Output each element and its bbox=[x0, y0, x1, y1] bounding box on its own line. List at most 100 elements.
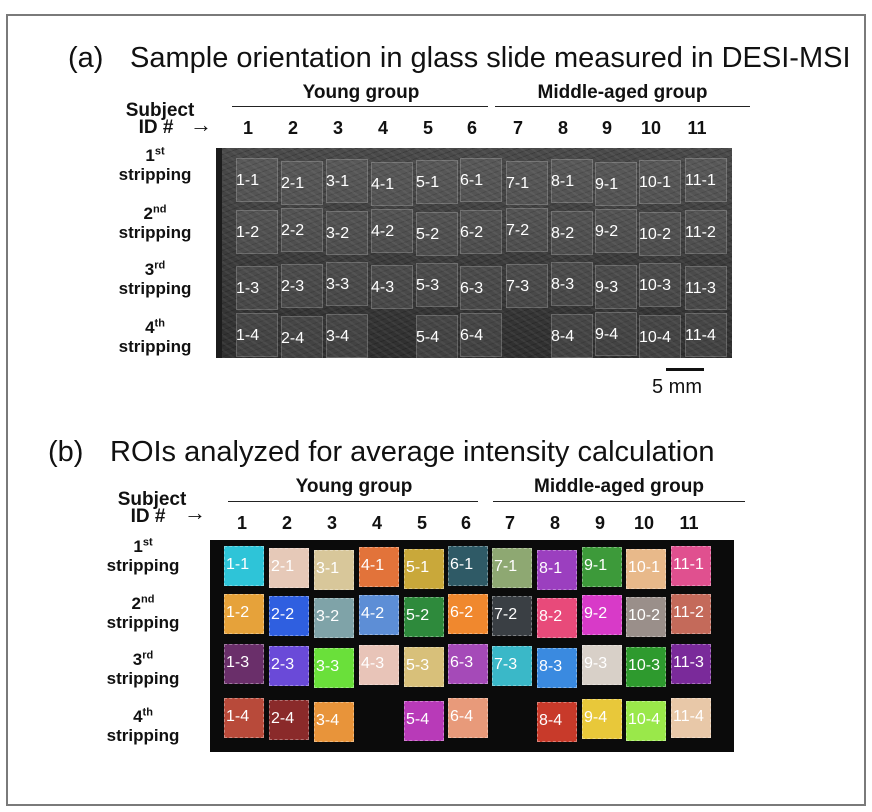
roi-label: 8-1 bbox=[539, 560, 563, 577]
sample-tile-label: 2-3 bbox=[281, 278, 305, 295]
sample-tile bbox=[416, 263, 458, 307]
panel-a-row-label: 1st stripping bbox=[100, 142, 210, 184]
roi-label: 1-3 bbox=[226, 654, 250, 671]
roi-label: 11-1 bbox=[673, 556, 704, 573]
roi-label: 10-4 bbox=[628, 711, 661, 728]
row-word: stripping bbox=[106, 725, 180, 745]
roi-square bbox=[582, 547, 622, 587]
panel-b-row-label: 2nd stripping bbox=[88, 590, 198, 632]
sample-tile-label: 3-2 bbox=[326, 225, 350, 242]
roi-square bbox=[448, 644, 488, 684]
roi-square bbox=[314, 702, 354, 742]
panel-b-id-label: ID # bbox=[130, 506, 166, 527]
panel-a-subject-id: 1 bbox=[242, 118, 253, 138]
roi-square bbox=[224, 698, 264, 738]
scale-bar bbox=[666, 368, 704, 371]
sample-tile bbox=[639, 315, 681, 358]
sample-tile-label: 1-1 bbox=[236, 172, 260, 189]
sample-tile bbox=[595, 209, 637, 253]
roi-square bbox=[671, 546, 711, 586]
sample-tile bbox=[326, 211, 368, 255]
roi-square bbox=[537, 598, 577, 638]
row-ordinal: 2nd bbox=[143, 203, 167, 223]
sample-tile-label: 9-2 bbox=[595, 223, 619, 240]
sample-tile-label: 9-1 bbox=[595, 176, 619, 193]
sample-tile bbox=[371, 265, 413, 309]
sample-tile bbox=[685, 158, 727, 202]
roi-square bbox=[359, 595, 399, 635]
roi-square bbox=[626, 647, 666, 687]
glass-slide-image: 1-1 2-1 3-1 4-1 5-1 6-1 7-1 8-1 9-1 10-1 11-1 1-2 2-… bbox=[216, 148, 732, 358]
panel-a-subject-id: 10 bbox=[640, 118, 662, 138]
row-ordinal-suffix: st bbox=[142, 536, 153, 548]
roi-square bbox=[314, 648, 354, 688]
sample-tile-label: 6-1 bbox=[460, 172, 484, 189]
sample-tile-label: 8-3 bbox=[551, 276, 575, 293]
roi-label: 1-1 bbox=[226, 556, 250, 573]
sample-tile-label: 10-4 bbox=[639, 329, 672, 346]
sample-tile bbox=[595, 312, 637, 356]
roi-label: 6-3 bbox=[450, 654, 474, 671]
roi-square bbox=[537, 702, 577, 742]
sample-tile-label: 11-2 bbox=[685, 224, 716, 241]
roi-label: 3-3 bbox=[316, 658, 340, 675]
roi-label: 1-2 bbox=[226, 604, 250, 621]
sample-tile-label: 8-2 bbox=[551, 225, 575, 242]
roi-label: 8-2 bbox=[539, 608, 563, 625]
panel-a-arrow-icon: → bbox=[190, 112, 212, 137]
sample-tile-label: 5-3 bbox=[416, 277, 440, 294]
roi-square bbox=[404, 597, 444, 637]
sample-tile bbox=[371, 209, 413, 253]
roi-label: 2-1 bbox=[271, 558, 295, 575]
panel-b-subject-id: 7 bbox=[504, 513, 515, 533]
roi-square bbox=[537, 550, 577, 590]
sample-tile bbox=[551, 159, 593, 203]
roi-label: 8-4 bbox=[539, 712, 563, 729]
panel-b-middle-group-label: Middle-aged group bbox=[534, 476, 704, 497]
sample-tile-label: 10-1 bbox=[639, 174, 672, 191]
roi-square bbox=[359, 547, 399, 587]
panel-b-letter: (b) bbox=[48, 436, 84, 468]
sample-tile bbox=[639, 263, 681, 307]
sample-tile-label: 3-4 bbox=[326, 328, 350, 345]
roi-square bbox=[448, 546, 488, 586]
roi-label: 5-3 bbox=[406, 657, 430, 674]
roi-label: 9-4 bbox=[584, 709, 608, 726]
sample-tile-label: 9-4 bbox=[595, 326, 619, 343]
panel-b-subject-id: 3 bbox=[326, 513, 337, 533]
roi-label: 10-2 bbox=[628, 607, 661, 624]
sample-tile bbox=[506, 161, 548, 205]
roi-label: 11-4 bbox=[673, 708, 704, 725]
panel-a-subject-id: 11 bbox=[687, 118, 707, 138]
panel-a-row-label: 3rd stripping bbox=[100, 256, 210, 298]
sample-tile-label: 8-4 bbox=[551, 328, 575, 345]
panel-a-letter: (a) bbox=[68, 42, 104, 74]
row-ordinal-suffix: rd bbox=[142, 649, 154, 661]
roi-square bbox=[492, 596, 532, 636]
roi-label: 9-2 bbox=[584, 605, 608, 622]
roi-map-image: 1-1 2-1 3-1 4-1 5-1 6-1 7-1 8-1 9-1 10-1 11-1 1-2 2-… bbox=[210, 540, 734, 752]
panel-b-subject-id: 1 bbox=[236, 513, 247, 533]
sample-tile bbox=[281, 264, 323, 308]
panel-b-row-label: 4th stripping bbox=[88, 703, 198, 745]
sample-tile-label: 4-2 bbox=[371, 223, 395, 240]
roi-square bbox=[626, 597, 666, 637]
panel-a-row-label: 4th stripping bbox=[100, 314, 210, 356]
roi-label: 7-2 bbox=[494, 606, 518, 623]
roi-square bbox=[448, 698, 488, 738]
sample-tile-label: 6-3 bbox=[460, 280, 484, 297]
panel-a-title: (a) Sample orientation in glass slide mea… bbox=[68, 42, 851, 75]
row-ordinal-suffix: th bbox=[154, 317, 165, 329]
sample-tile bbox=[326, 314, 368, 358]
sample-tile bbox=[236, 210, 278, 254]
roi-square bbox=[404, 549, 444, 589]
sample-tile bbox=[236, 158, 278, 202]
sample-tile-label: 11-4 bbox=[685, 327, 716, 344]
row-ordinal-suffix: nd bbox=[141, 593, 155, 605]
roi-label: 5-4 bbox=[406, 711, 430, 728]
roi-square bbox=[582, 645, 622, 685]
row-ordinal: 4th bbox=[133, 706, 153, 726]
roi-label: 7-1 bbox=[494, 558, 518, 575]
panel-b-young-group-line bbox=[228, 501, 478, 502]
